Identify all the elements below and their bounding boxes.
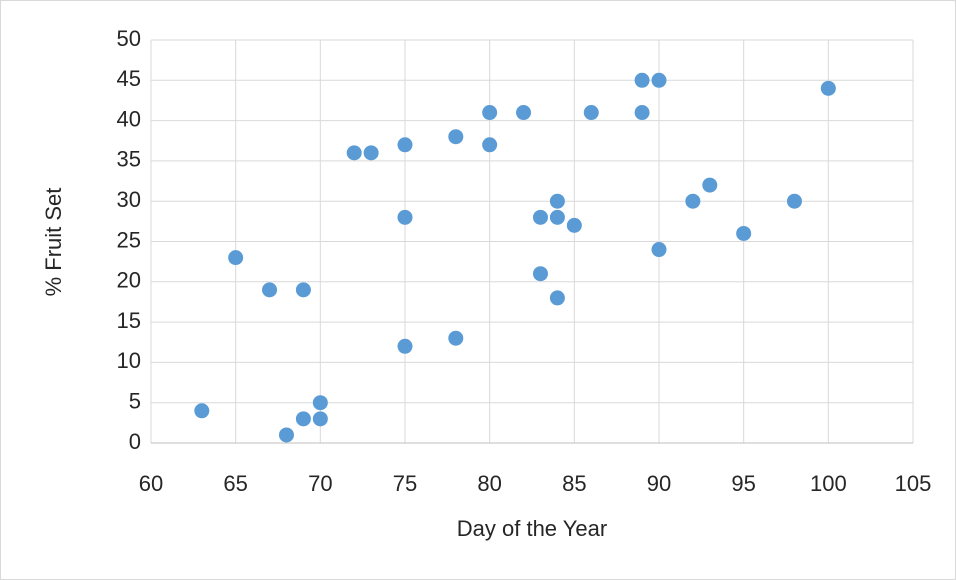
- point: [397, 137, 413, 153]
- y-axis-label: % Fruit Set: [41, 188, 66, 297]
- y-tick-label: 35: [117, 147, 141, 172]
- x-tick-label: 65: [223, 471, 247, 496]
- y-tick-label: 40: [117, 106, 141, 131]
- point: [482, 137, 498, 153]
- point: [566, 217, 582, 233]
- point: [448, 330, 464, 346]
- y-tick-label: 30: [117, 187, 141, 212]
- point: [312, 395, 328, 411]
- x-tick-label: 100: [810, 471, 847, 496]
- point: [448, 129, 464, 145]
- point: [312, 411, 328, 427]
- point: [685, 193, 701, 209]
- point: [549, 290, 565, 306]
- x-tick-label: 90: [647, 471, 671, 496]
- point: [786, 193, 802, 209]
- point: [346, 145, 362, 161]
- y-tick-label: 45: [117, 66, 141, 91]
- x-tick-label: 60: [139, 471, 163, 496]
- point: [482, 105, 498, 121]
- x-tick-label: 75: [393, 471, 417, 496]
- point: [634, 72, 650, 88]
- point: [651, 72, 667, 88]
- point: [228, 250, 244, 266]
- x-tick-label: 70: [308, 471, 332, 496]
- y-tick-label: 0: [129, 429, 141, 454]
- x-tick-label: 85: [562, 471, 586, 496]
- y-tick-label: 20: [117, 268, 141, 293]
- point: [397, 338, 413, 354]
- point: [262, 282, 278, 298]
- y-tick-label: 25: [117, 227, 141, 252]
- point: [516, 105, 532, 121]
- point: [702, 177, 718, 193]
- y-tick-label: 15: [117, 308, 141, 333]
- point: [295, 411, 311, 427]
- y-tick-label: 50: [117, 26, 141, 51]
- point: [363, 145, 379, 161]
- point: [532, 209, 548, 225]
- point: [634, 105, 650, 121]
- point: [736, 225, 752, 241]
- point: [651, 242, 667, 258]
- point: [532, 266, 548, 282]
- y-tick-label: 10: [117, 348, 141, 373]
- x-tick-label: 105: [895, 471, 932, 496]
- point: [295, 282, 311, 298]
- point: [820, 80, 836, 96]
- x-axis-label: Day of the Year: [457, 516, 607, 541]
- point: [549, 193, 565, 209]
- point: [194, 403, 210, 419]
- point: [397, 209, 413, 225]
- point: [583, 105, 599, 121]
- point: [278, 427, 294, 443]
- x-tick-label: 80: [477, 471, 501, 496]
- x-tick-label: 95: [731, 471, 755, 496]
- point: [549, 209, 565, 225]
- y-tick-label: 5: [129, 389, 141, 414]
